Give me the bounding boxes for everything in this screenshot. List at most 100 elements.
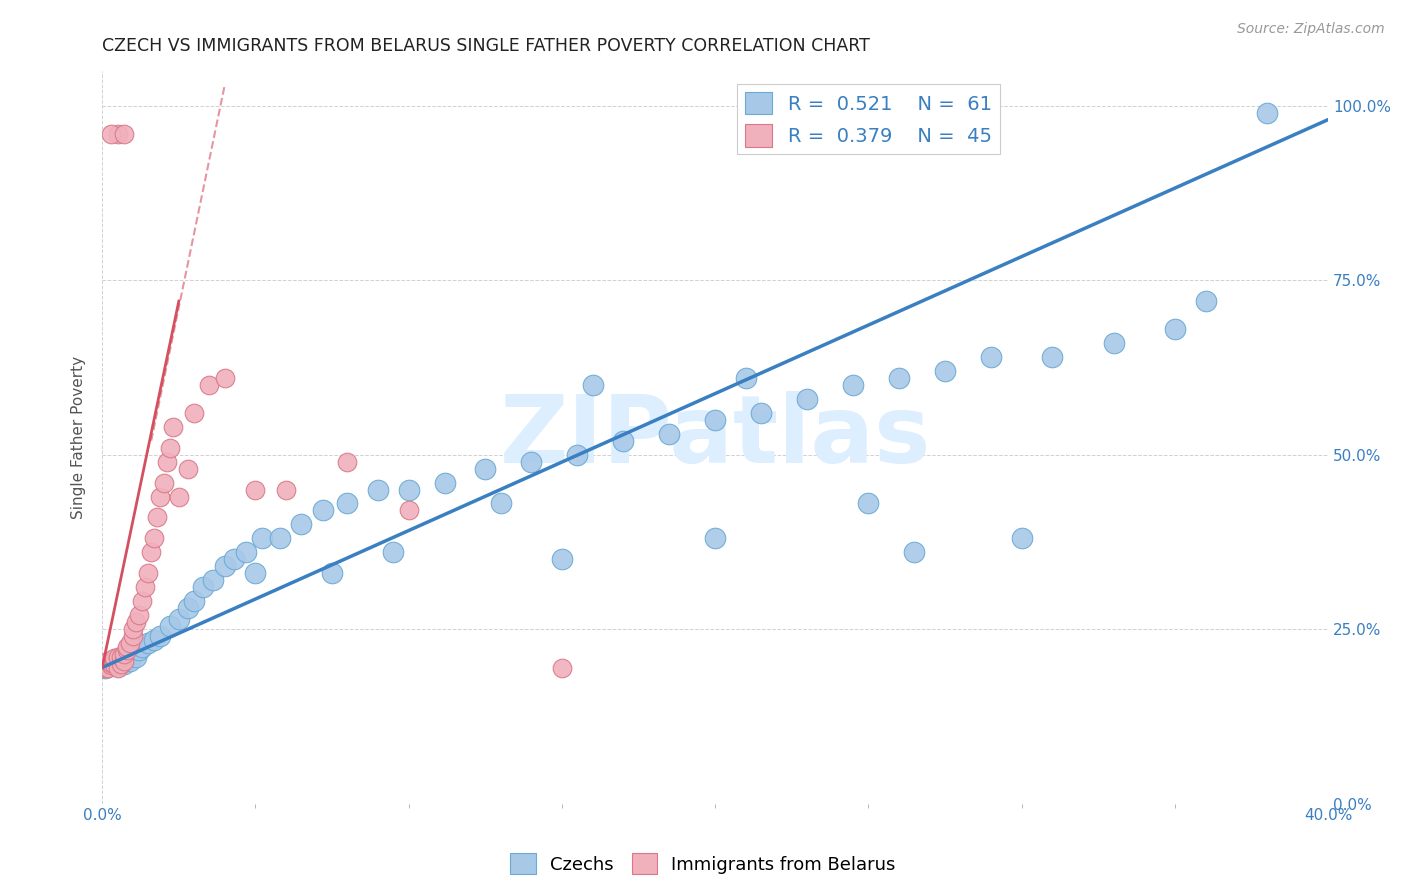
Point xyxy=(121,622,143,636)
Point xyxy=(112,127,135,141)
Point xyxy=(118,636,141,650)
Point xyxy=(934,364,956,378)
Point xyxy=(245,483,267,497)
Point xyxy=(489,496,512,510)
Point xyxy=(214,371,236,385)
Point xyxy=(97,654,120,668)
Point xyxy=(112,654,135,668)
Point xyxy=(149,629,172,643)
Point xyxy=(128,643,150,657)
Point xyxy=(193,580,215,594)
Point xyxy=(131,640,153,654)
Point xyxy=(551,660,574,674)
Point xyxy=(398,503,420,517)
Point xyxy=(704,413,727,427)
Point xyxy=(97,657,120,671)
Text: ZIPatlas: ZIPatlas xyxy=(499,392,931,483)
Point xyxy=(110,650,132,665)
Point xyxy=(131,594,153,608)
Point xyxy=(134,580,156,594)
Point xyxy=(1256,105,1278,120)
Point xyxy=(107,660,129,674)
Point xyxy=(103,656,125,670)
Point xyxy=(162,419,184,434)
Point xyxy=(336,455,359,469)
Point xyxy=(1164,322,1187,336)
Point xyxy=(434,475,457,490)
Point xyxy=(152,475,174,490)
Point xyxy=(107,127,129,141)
Point xyxy=(110,657,132,671)
Point xyxy=(581,377,603,392)
Point xyxy=(110,654,132,668)
Point xyxy=(214,559,236,574)
Legend: Czechs, Immigrants from Belarus: Czechs, Immigrants from Belarus xyxy=(503,846,903,881)
Point xyxy=(551,552,574,566)
Point xyxy=(94,660,117,674)
Point xyxy=(125,650,148,665)
Point xyxy=(222,552,245,566)
Point xyxy=(290,517,312,532)
Point xyxy=(382,545,405,559)
Point xyxy=(658,426,681,441)
Y-axis label: Single Father Poverty: Single Father Poverty xyxy=(72,356,86,519)
Point xyxy=(94,660,117,674)
Point xyxy=(177,601,200,615)
Point xyxy=(136,566,159,581)
Point xyxy=(474,461,496,475)
Point xyxy=(1194,294,1216,309)
Point xyxy=(269,532,291,546)
Point xyxy=(321,566,343,581)
Point xyxy=(235,545,257,559)
Point xyxy=(887,371,910,385)
Point xyxy=(274,483,297,497)
Point xyxy=(103,651,125,665)
Point xyxy=(121,647,143,661)
Point xyxy=(167,490,190,504)
Point xyxy=(183,406,205,420)
Point xyxy=(612,434,634,448)
Point xyxy=(100,658,122,673)
Point xyxy=(143,632,166,647)
Point xyxy=(167,612,190,626)
Point xyxy=(107,659,129,673)
Point xyxy=(136,636,159,650)
Point xyxy=(141,545,163,559)
Point xyxy=(97,660,120,674)
Point xyxy=(115,650,138,665)
Point xyxy=(245,566,267,581)
Point xyxy=(146,510,169,524)
Point xyxy=(250,532,273,546)
Point xyxy=(1102,335,1125,350)
Point xyxy=(159,618,181,632)
Point xyxy=(100,658,122,673)
Point xyxy=(100,656,122,670)
Text: CZECH VS IMMIGRANTS FROM BELARUS SINGLE FATHER POVERTY CORRELATION CHART: CZECH VS IMMIGRANTS FROM BELARUS SINGLE … xyxy=(103,37,870,55)
Point xyxy=(980,350,1002,364)
Point xyxy=(367,483,389,497)
Point xyxy=(796,392,818,406)
Point xyxy=(128,608,150,623)
Point xyxy=(1011,532,1033,546)
Point xyxy=(115,640,138,654)
Point xyxy=(198,377,221,392)
Point xyxy=(112,647,135,661)
Point xyxy=(398,483,420,497)
Point xyxy=(842,377,865,392)
Point xyxy=(118,654,141,668)
Legend: R =  0.521    N =  61, R =  0.379    N =  45: R = 0.521 N = 61, R = 0.379 N = 45 xyxy=(737,84,1000,154)
Point xyxy=(336,496,359,510)
Point xyxy=(749,406,772,420)
Point xyxy=(1040,350,1063,364)
Point xyxy=(858,496,880,510)
Point xyxy=(155,455,177,469)
Point xyxy=(183,594,205,608)
Point xyxy=(125,615,148,629)
Point xyxy=(704,532,727,546)
Point xyxy=(103,657,125,671)
Point xyxy=(201,574,224,588)
Point xyxy=(121,629,143,643)
Point xyxy=(100,127,122,141)
Point xyxy=(107,650,129,665)
Point xyxy=(520,455,543,469)
